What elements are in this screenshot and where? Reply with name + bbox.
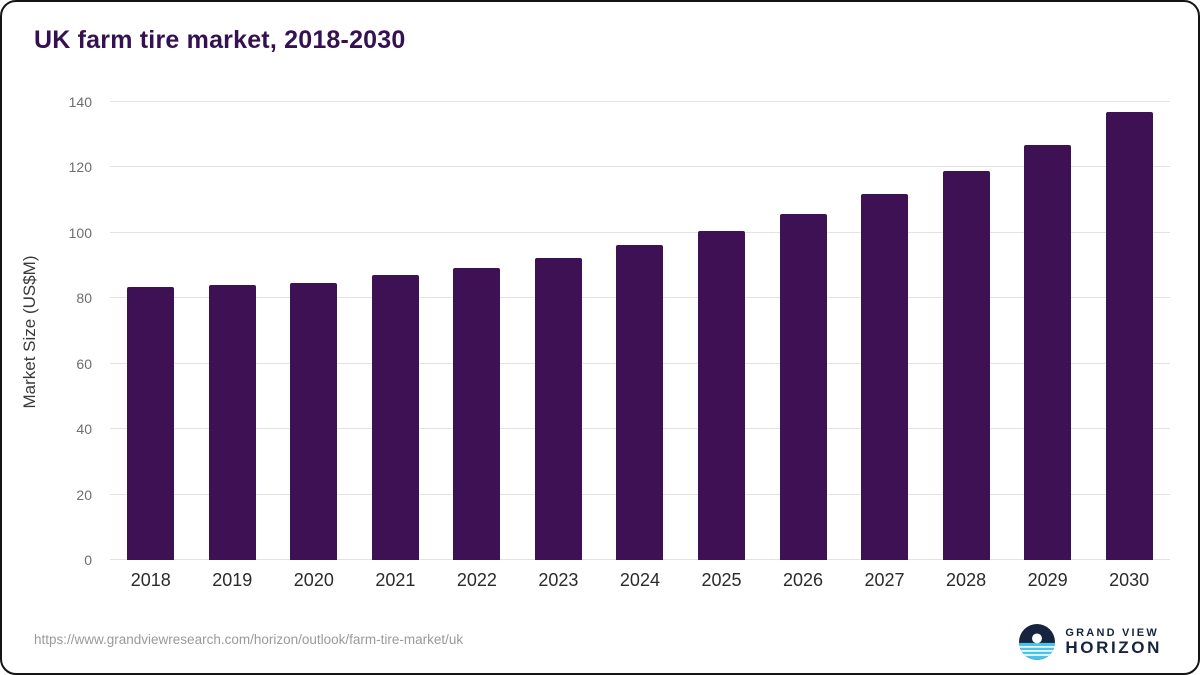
bar-column [273,102,355,560]
x-tick-label: 2021 [375,570,416,590]
bar-column [844,102,926,560]
bar-2025 [697,230,745,560]
y-tick-label: 0 [84,552,92,568]
bar-series [110,102,1170,560]
bar-column [355,102,437,560]
y-tick-label: 120 [68,159,92,176]
y-axis-ticks: 0 20 40 60 80 100 120 140 [2,94,100,568]
bar-2028 [942,171,990,560]
bar-2024 [616,244,664,560]
x-tick-label: 2025 [701,570,742,590]
x-tick-label: 2022 [456,570,497,590]
brand-name-top: GRAND VIEW [1065,626,1159,639]
bar-2030 [1105,112,1153,560]
x-axis-labels: 2018 2019 2020 2021 2022 2023 2024 2025 2026 2027… [110,570,1170,591]
gridline [110,231,1170,233]
plot-area [110,101,1170,560]
bar-2022 [453,267,501,560]
y-tick-label: 140 [68,94,92,110]
gridline [110,166,1170,168]
bar-2029 [1024,144,1072,560]
x-tick-label: 2029 [1027,570,1068,590]
bar-column [762,102,844,560]
x-tick-label: 2028 [946,570,987,590]
y-tick-label: 60 [76,355,92,372]
y-tick-label: 80 [76,290,92,307]
bar-column [1088,102,1170,560]
bar-2019 [208,284,256,560]
bar-2020 [290,283,338,560]
bar-column [436,102,518,560]
chart-title: UK farm tire market, 2018-2030 [34,26,406,54]
bar-2023 [534,257,582,560]
x-tick-label: 2024 [619,570,660,590]
bar-2018 [127,286,175,560]
brand-name-bottom: HORIZON [1065,637,1162,657]
bar-2027 [861,193,909,560]
brand-name: GRAND VIEW HORIZON [1065,627,1162,658]
x-tick-label: 2026 [782,570,824,590]
bar-column [192,102,274,560]
bar-2026 [779,213,827,560]
bar-column [681,102,763,560]
y-tick-label: 100 [68,224,92,241]
source-url: https://www.grandviewresearch.com/horizo… [34,632,464,647]
brand-logo: GRAND VIEW HORIZON [1019,624,1162,660]
bar-column [925,102,1007,560]
x-tick-label: 2023 [538,570,579,590]
x-tick-label: 2018 [130,570,171,590]
bar-column [110,102,192,560]
y-tick-label: 20 [76,486,92,503]
x-tick-label: 2020 [293,570,334,590]
y-tick-label: 40 [76,421,92,438]
x-tick-label: 2019 [212,570,253,590]
gridline [110,101,1170,102]
bar-column [599,102,681,560]
x-tick-label: 2027 [864,570,905,590]
horizon-logo-icon [1019,624,1056,660]
bar-2021 [371,274,419,560]
bar-column [1007,102,1089,560]
bar-column [518,102,600,560]
x-tick-label: 2030 [1109,570,1150,590]
